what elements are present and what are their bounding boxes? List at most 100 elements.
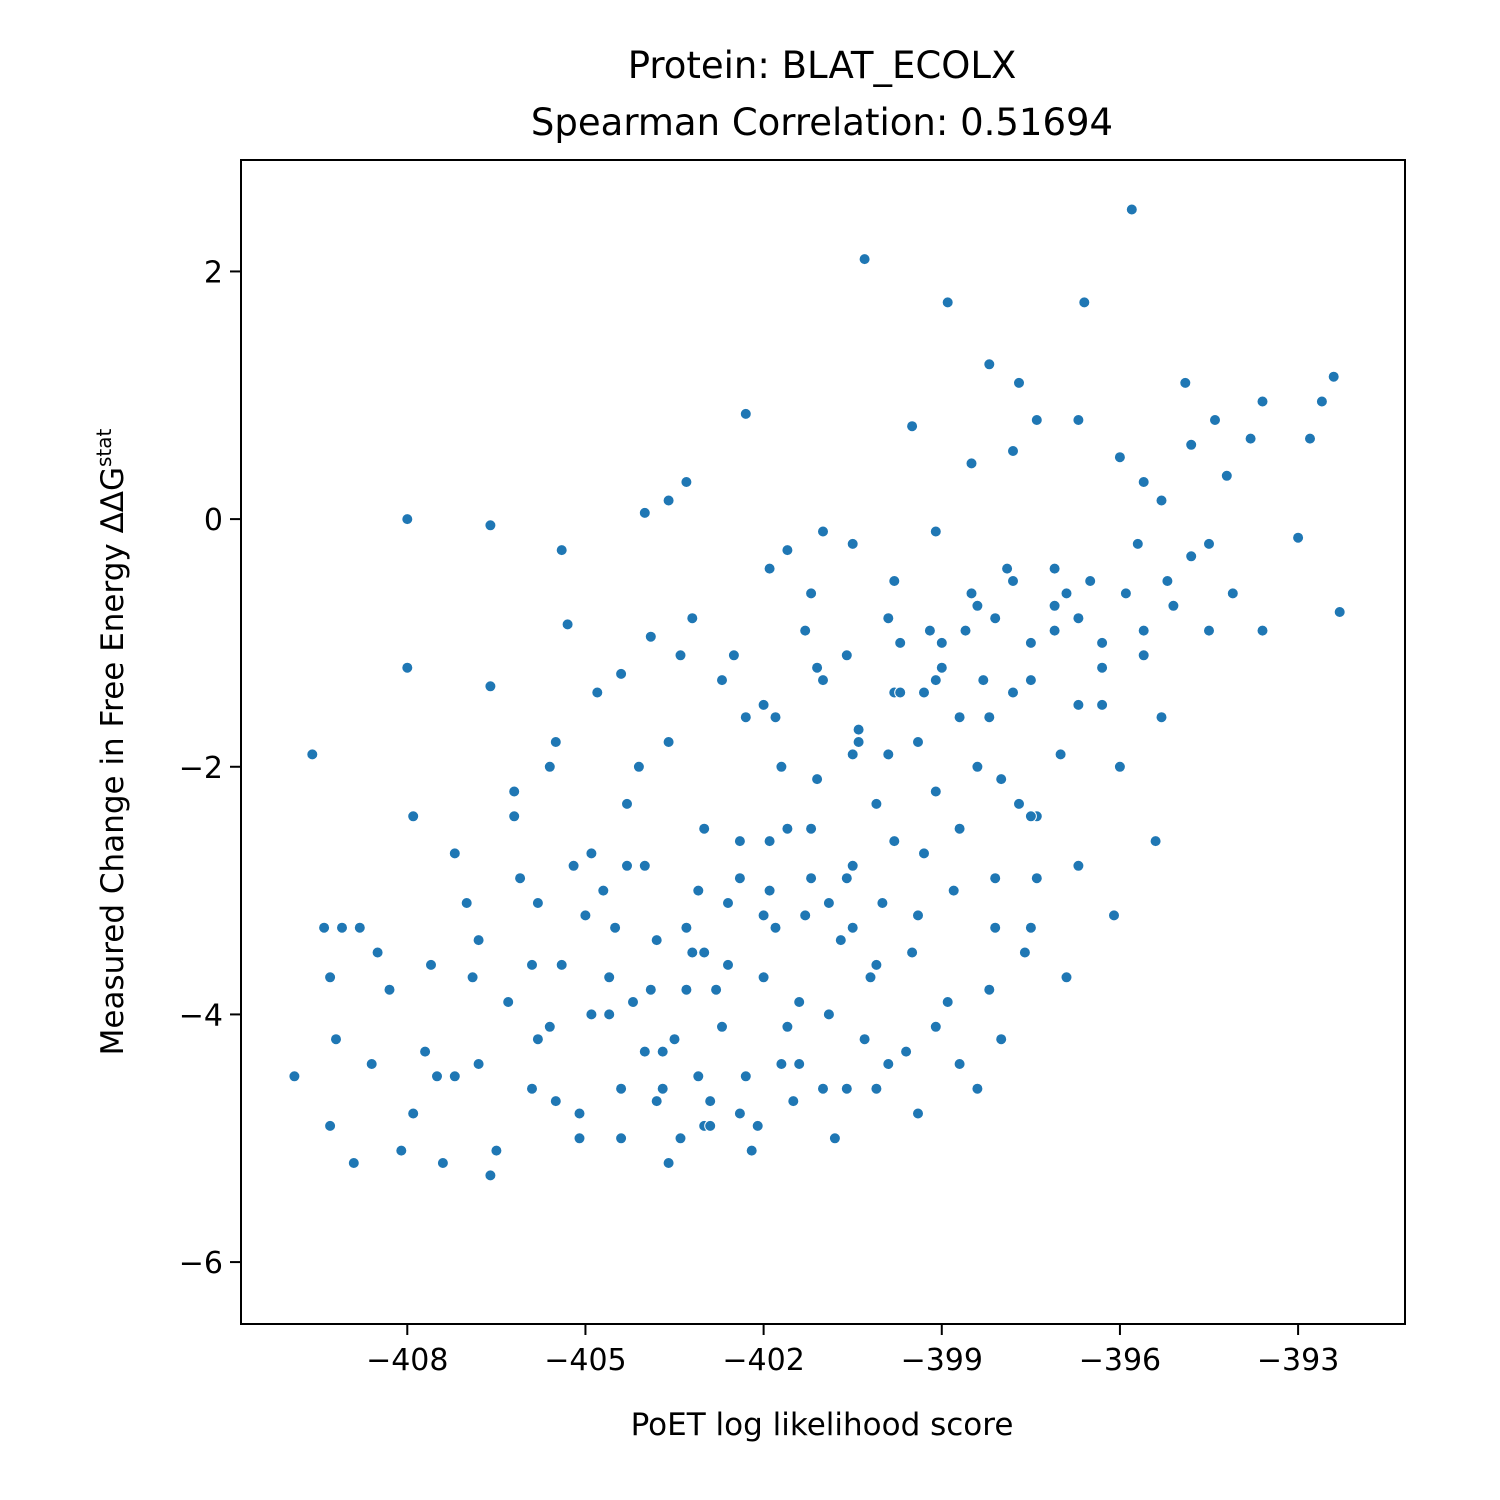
data-point bbox=[846, 921, 859, 934]
data-point bbox=[971, 760, 984, 773]
data-point bbox=[793, 996, 806, 1008]
data-point bbox=[983, 358, 996, 371]
data-point bbox=[763, 835, 776, 848]
data-point bbox=[484, 519, 497, 532]
data-point bbox=[1209, 414, 1221, 426]
x-tick-label: −402 bbox=[722, 1343, 804, 1378]
data-point bbox=[876, 897, 889, 909]
data-point bbox=[912, 1107, 924, 1120]
data-point bbox=[692, 1070, 705, 1083]
data-point bbox=[1060, 971, 1073, 984]
data-point bbox=[1304, 432, 1316, 445]
data-point bbox=[615, 1082, 628, 1095]
data-point bbox=[526, 1082, 538, 1095]
data-point bbox=[1119, 587, 1132, 600]
data-point bbox=[401, 661, 414, 674]
data-point bbox=[1096, 661, 1109, 674]
data-point bbox=[324, 1119, 337, 1132]
data-point bbox=[923, 624, 936, 637]
data-point bbox=[900, 1045, 913, 1058]
data-point bbox=[650, 934, 663, 947]
y-tick-label: −2 bbox=[179, 751, 223, 786]
data-point bbox=[407, 1107, 420, 1120]
data-point bbox=[882, 612, 895, 625]
data-point bbox=[460, 897, 473, 909]
data-point bbox=[1024, 636, 1037, 649]
data-point bbox=[745, 1144, 758, 1157]
data-point bbox=[502, 996, 515, 1008]
data-point bbox=[674, 1132, 687, 1145]
data-point bbox=[840, 1082, 853, 1095]
data-point bbox=[638, 506, 651, 519]
data-point bbox=[1137, 624, 1150, 637]
data-point bbox=[1155, 711, 1168, 724]
data-point bbox=[698, 822, 711, 835]
data-point bbox=[929, 674, 942, 687]
data-point bbox=[419, 1045, 432, 1058]
data-point bbox=[674, 649, 687, 662]
data-point bbox=[662, 1157, 675, 1169]
data-point bbox=[1024, 810, 1037, 823]
data-point bbox=[668, 1033, 681, 1046]
data-point bbox=[716, 1020, 728, 1033]
data-point bbox=[549, 736, 562, 748]
data-point bbox=[603, 1008, 616, 1021]
data-point bbox=[531, 897, 544, 909]
data-point bbox=[1256, 395, 1269, 408]
data-point bbox=[1167, 599, 1180, 612]
data-point bbox=[615, 667, 628, 680]
data-point bbox=[1030, 414, 1043, 426]
data-point bbox=[514, 872, 527, 885]
data-point bbox=[472, 934, 485, 947]
data-point bbox=[953, 1058, 966, 1070]
data-point bbox=[609, 921, 622, 934]
data-point bbox=[484, 680, 497, 693]
data-point bbox=[1072, 698, 1085, 711]
data-point bbox=[395, 1144, 408, 1157]
x-axis-label: PoET log likelihood score bbox=[631, 1407, 1014, 1443]
data-point bbox=[805, 587, 818, 600]
data-point bbox=[1072, 612, 1085, 625]
data-point bbox=[407, 810, 420, 823]
data-point bbox=[882, 1058, 895, 1070]
data-point bbox=[650, 1095, 663, 1108]
data-point bbox=[1131, 537, 1144, 550]
x-tick-label: −408 bbox=[366, 1343, 448, 1378]
data-point bbox=[1327, 370, 1340, 383]
data-point bbox=[644, 630, 657, 643]
data-point bbox=[318, 921, 331, 934]
data-point bbox=[757, 909, 770, 922]
data-point bbox=[431, 1070, 443, 1083]
data-point bbox=[941, 296, 954, 309]
data-point bbox=[781, 822, 794, 835]
data-point bbox=[852, 723, 865, 736]
data-point bbox=[953, 822, 966, 835]
data-point bbox=[597, 884, 610, 897]
data-point bbox=[490, 1144, 503, 1157]
data-point bbox=[1292, 531, 1305, 544]
data-point bbox=[1203, 537, 1215, 550]
data-point bbox=[870, 1082, 883, 1095]
data-point bbox=[1179, 376, 1192, 389]
data-point bbox=[977, 674, 990, 687]
data-point bbox=[834, 934, 847, 947]
data-point bbox=[1048, 562, 1061, 575]
data-point bbox=[822, 897, 835, 909]
data-point bbox=[840, 872, 853, 885]
data-point bbox=[579, 909, 592, 922]
data-point bbox=[1113, 760, 1126, 773]
data-point bbox=[1007, 575, 1019, 587]
data-point bbox=[775, 760, 788, 773]
x-axis-ticks: −408 −405 −402 −399 −396 −393 bbox=[366, 1324, 1339, 1378]
data-point bbox=[1203, 624, 1215, 637]
data-point bbox=[1161, 575, 1174, 587]
data-point bbox=[817, 1082, 829, 1095]
data-point bbox=[989, 921, 1002, 934]
data-point bbox=[722, 897, 734, 909]
data-point bbox=[733, 1107, 746, 1120]
data-point bbox=[656, 1082, 669, 1095]
data-point bbox=[656, 1045, 669, 1058]
data-point bbox=[1007, 686, 1019, 699]
data-point bbox=[1244, 432, 1257, 445]
